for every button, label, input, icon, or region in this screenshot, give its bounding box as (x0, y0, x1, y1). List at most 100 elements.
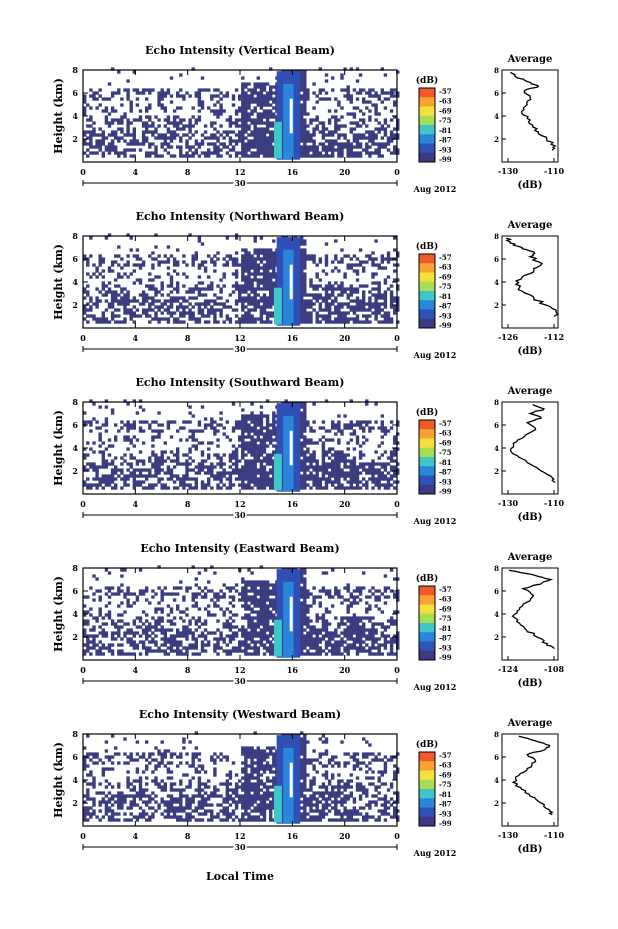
echo-cell (355, 631, 360, 635)
echo-cell (169, 290, 174, 294)
echo-cell (300, 275, 304, 279)
echo-cell (241, 97, 245, 101)
echo-cell (389, 456, 394, 460)
echo-cell (300, 236, 304, 240)
echo-cell (383, 317, 388, 321)
echo-cell (98, 103, 102, 107)
echo-cell (337, 103, 341, 107)
avg-x-label: (dB) (518, 512, 543, 523)
echo-cell (166, 266, 171, 270)
echo-cell (349, 94, 353, 98)
echo-cell (234, 426, 239, 430)
echo-cell (176, 145, 180, 149)
echo-cell (334, 631, 338, 635)
echo-cell (241, 317, 245, 321)
echo-cell (250, 260, 254, 264)
echo-cell (312, 477, 316, 481)
echo-cell (169, 136, 174, 140)
echo-cell (238, 151, 242, 155)
echo-cell (272, 411, 276, 415)
echo-cell (309, 121, 313, 125)
echo-cell (262, 652, 267, 656)
echo-cell (213, 109, 217, 113)
echo-cell (259, 637, 264, 641)
echo-cell (312, 133, 316, 137)
echo-cell (306, 299, 310, 303)
echo-cell (396, 462, 400, 466)
echo-cell (141, 486, 146, 490)
echo-cell (321, 450, 326, 454)
echo-cell (126, 130, 130, 134)
echo-cell (191, 263, 195, 267)
echo-cell (247, 625, 251, 629)
echo-cell (210, 468, 214, 472)
echo-cell (256, 634, 260, 638)
echo-cell (349, 438, 353, 442)
echo-cell (371, 251, 375, 255)
echo-cell (129, 438, 133, 442)
echo-cell (176, 296, 180, 300)
echo-cell (346, 94, 350, 98)
echo-cell (300, 634, 304, 638)
echo-cell (256, 293, 260, 297)
echo-cell (163, 308, 167, 312)
echo-cell (126, 97, 130, 101)
echo-cell (123, 115, 127, 119)
echo-cell (383, 468, 388, 472)
echo-cell (396, 305, 400, 309)
echo-cell (300, 453, 304, 457)
echo-cell (210, 142, 214, 146)
echo-cell (318, 631, 322, 635)
echo-cell (386, 619, 391, 623)
echo-cell (197, 308, 202, 312)
echo-cell (200, 429, 205, 433)
echo-cell (259, 417, 264, 421)
echo-cell (389, 133, 394, 137)
echo-cell (141, 631, 146, 635)
echo-cell (346, 625, 350, 629)
echo-cell (340, 115, 344, 119)
echo-cell (327, 118, 332, 122)
echo-cell (244, 646, 248, 650)
echo-cell (337, 145, 341, 149)
echo-cell (176, 287, 180, 291)
echo-cell (324, 287, 329, 291)
echo-cell (272, 154, 276, 158)
echo-cell (262, 148, 267, 152)
echo-cell (315, 124, 319, 128)
echo-cell (200, 634, 205, 638)
echo-cell (247, 480, 251, 484)
echo-cell (272, 438, 276, 442)
echo-cell (238, 628, 242, 632)
echo-cell (272, 302, 276, 306)
echo-cell (362, 468, 366, 472)
echo-cell (371, 257, 375, 261)
echo-cell (228, 465, 233, 469)
echo-cell (185, 420, 189, 424)
echo-cell (132, 631, 136, 635)
echo-cell (95, 465, 99, 469)
echo-cell (197, 263, 202, 267)
echo-cell (380, 483, 384, 487)
echo-cell (194, 429, 198, 433)
echo-cell (355, 142, 360, 146)
echo-cell (241, 625, 245, 629)
echo-cell (129, 471, 133, 475)
echo-cell (92, 640, 96, 644)
colorbar-segment (419, 438, 435, 449)
echo-cell (207, 480, 211, 484)
echo-cell (303, 471, 307, 475)
echo-cell (272, 480, 276, 484)
echo-cell (129, 154, 133, 158)
echo-cell (194, 447, 198, 451)
echo-cell (207, 154, 211, 158)
echo-cell (117, 245, 121, 249)
echo-cell (343, 414, 347, 418)
echo-cell (95, 305, 99, 309)
echo-cell (188, 314, 192, 318)
echo-cell (179, 88, 183, 92)
echo-cell (89, 483, 93, 487)
echo-cell (349, 305, 353, 309)
echo-cell (132, 136, 136, 140)
echo-cell (250, 299, 254, 303)
